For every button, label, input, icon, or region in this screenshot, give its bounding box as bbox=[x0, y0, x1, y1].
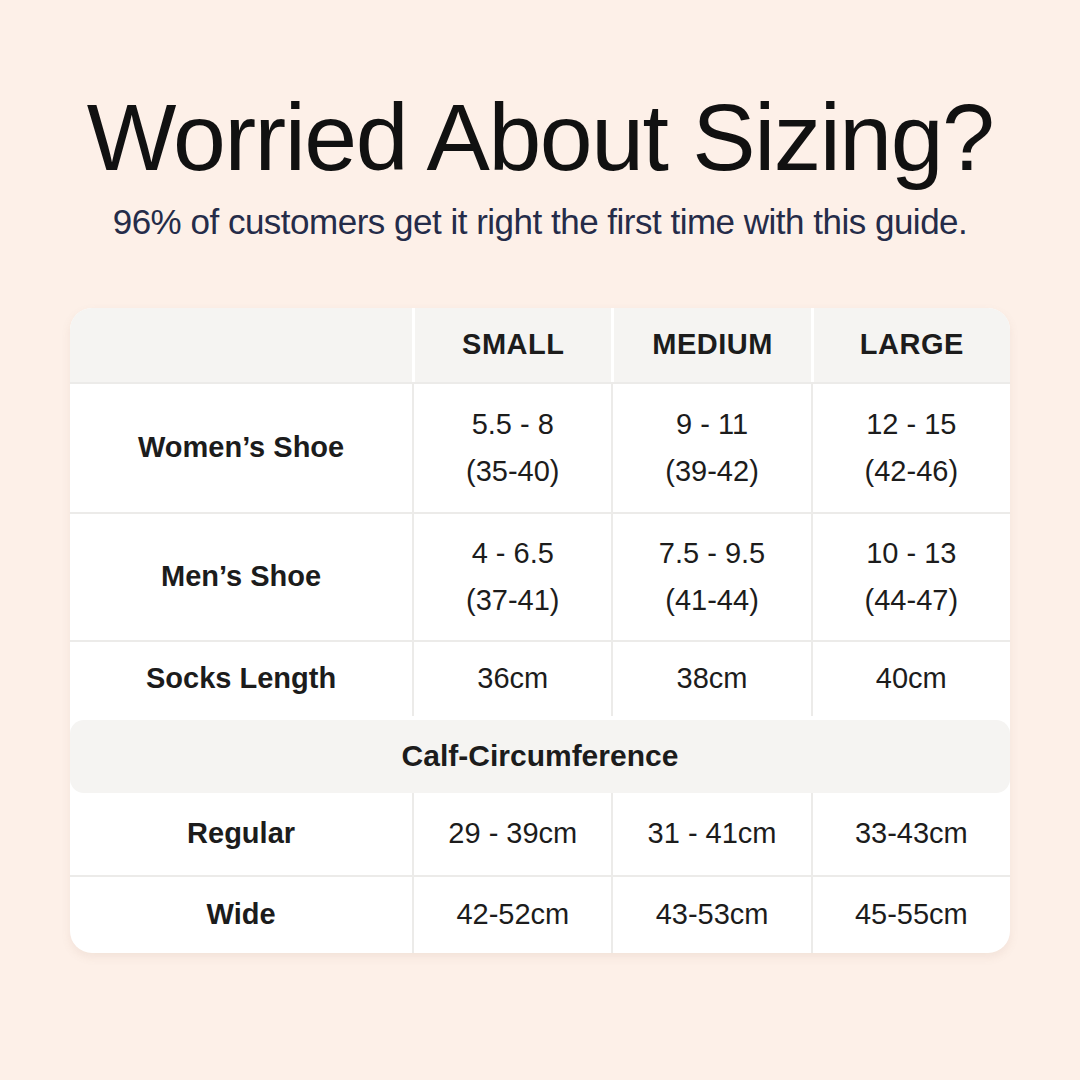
cell-wide-large: 45-55cm bbox=[811, 877, 1010, 953]
table-row-socks-length: Socks Length 36cm 38cm 40cm bbox=[70, 640, 1010, 716]
cell-mens-medium: 7.5 - 9.5 (41-44) bbox=[611, 514, 810, 640]
cell-mens-large: 10 - 13 (44-47) bbox=[811, 514, 1010, 640]
table-row-regular: Regular 29 - 39cm 31 - 41cm 33-43cm bbox=[70, 793, 1010, 875]
cell-womens-medium: 9 - 11 (39-42) bbox=[611, 384, 810, 512]
cell-socks-large: 40cm bbox=[811, 642, 1010, 716]
section-header-calf-circumference: Calf-Circumference bbox=[70, 720, 1010, 793]
header-corner-cell bbox=[70, 308, 412, 382]
row-label-womens-shoe: Women’s Shoe bbox=[70, 384, 412, 512]
cell-regular-large: 33-43cm bbox=[811, 793, 1010, 875]
table-row-womens-shoe: Women’s Shoe 5.5 - 8 (35-40) 9 - 11 (39-… bbox=[70, 382, 1010, 512]
table-header-row: SMALL MEDIUM LARGE bbox=[70, 308, 1010, 382]
row-label-wide: Wide bbox=[70, 877, 412, 953]
cell-womens-small: 5.5 - 8 (35-40) bbox=[412, 384, 611, 512]
row-label-regular: Regular bbox=[70, 793, 412, 875]
row-label-socks-length: Socks Length bbox=[70, 642, 412, 716]
cell-wide-small: 42-52cm bbox=[412, 877, 611, 953]
cell-womens-large: 12 - 15 (42-46) bbox=[811, 384, 1010, 512]
page-subtitle: 96% of customers get it right the first … bbox=[0, 202, 1080, 242]
cell-regular-small: 29 - 39cm bbox=[412, 793, 611, 875]
cell-mens-small: 4 - 6.5 (37-41) bbox=[412, 514, 611, 640]
page-title: Worried About Sizing? bbox=[0, 88, 1080, 188]
page-header: Worried About Sizing? 96% of customers g… bbox=[0, 0, 1080, 242]
cell-socks-medium: 38cm bbox=[611, 642, 810, 716]
column-header-medium: MEDIUM bbox=[611, 308, 810, 382]
row-label-mens-shoe: Men’s Shoe bbox=[70, 514, 412, 640]
sizing-table: SMALL MEDIUM LARGE Women’s Shoe 5.5 - 8 … bbox=[70, 308, 1010, 953]
cell-socks-small: 36cm bbox=[412, 642, 611, 716]
cell-wide-medium: 43-53cm bbox=[611, 877, 810, 953]
column-header-large: LARGE bbox=[811, 308, 1010, 382]
table-row-wide: Wide 42-52cm 43-53cm 45-55cm bbox=[70, 875, 1010, 953]
table-row-mens-shoe: Men’s Shoe 4 - 6.5 (37-41) 7.5 - 9.5 (41… bbox=[70, 512, 1010, 640]
cell-regular-medium: 31 - 41cm bbox=[611, 793, 810, 875]
column-header-small: SMALL bbox=[412, 308, 611, 382]
